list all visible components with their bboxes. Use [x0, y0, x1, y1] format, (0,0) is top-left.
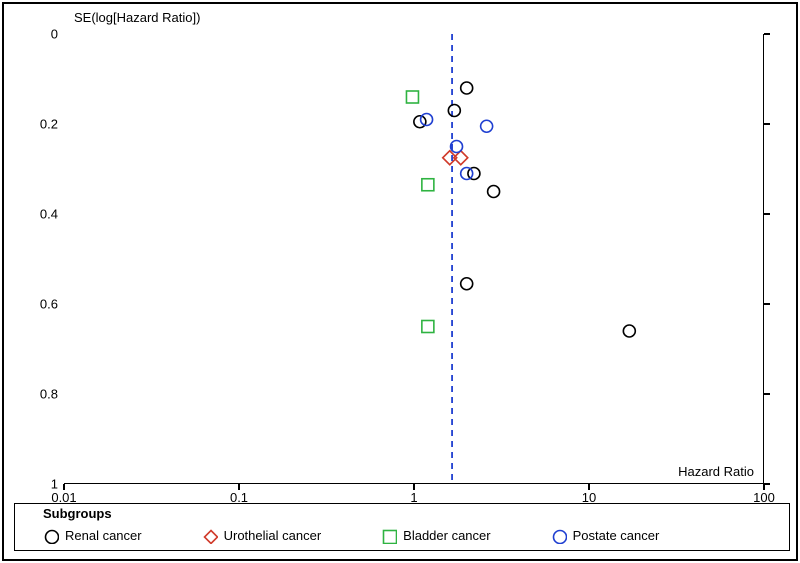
y-tick-mark [764, 483, 770, 485]
square-icon [381, 528, 397, 544]
y-tick-mark [764, 213, 770, 215]
legend-label: Renal cancer [65, 528, 142, 543]
x-tick-label: 100 [753, 490, 775, 505]
x-tick-label: 1 [410, 490, 417, 505]
circle-icon [43, 528, 59, 544]
y-tick-label: 0.2 [26, 117, 58, 132]
legend-row: Renal cancer Urothelial cancer Bladder can… [43, 523, 779, 548]
y-tick-mark [764, 123, 770, 125]
x-tick-label: 0.1 [230, 490, 248, 505]
series-renal-cancer [414, 82, 635, 337]
circle-icon [551, 528, 567, 544]
x-tick-label: 0.01 [51, 490, 76, 505]
diamond-icon [202, 528, 218, 544]
y-tick-mark [764, 303, 770, 305]
figure-border: SE(log[Hazard Ratio]) Hazard Ratio Subgr… [2, 2, 798, 561]
y-tick-mark [764, 33, 770, 35]
y-tick-label: 0.4 [26, 207, 58, 222]
y-tick-label: 0 [26, 27, 58, 42]
series-postate-cancer [421, 114, 493, 180]
legend-label: Postate cancer [573, 528, 660, 543]
legend: Subgroups Renal cancer Urothelial cancer B… [14, 503, 790, 551]
y-tick-label: 0.8 [26, 387, 58, 402]
legend-label: Urothelial cancer [224, 528, 322, 543]
x-axis-title: Hazard Ratio [678, 464, 754, 479]
legend-title: Subgroups [43, 506, 779, 521]
scatter-points-layer [64, 34, 764, 484]
y-tick-label: 0.6 [26, 297, 58, 312]
legend-label: Bladder cancer [403, 528, 490, 543]
figure-wrapper: SE(log[Hazard Ratio]) Hazard Ratio Subgr… [0, 0, 800, 563]
legend-item: Postate cancer [551, 528, 660, 544]
x-tick-label: 10 [582, 490, 596, 505]
y-axis-title: SE(log[Hazard Ratio]) [74, 10, 200, 25]
legend-item: Bladder cancer [381, 528, 490, 544]
y-tick-mark [764, 393, 770, 395]
legend-item: Urothelial cancer [202, 528, 322, 544]
plot-area [64, 34, 764, 484]
y-tick-label: 1 [26, 477, 58, 492]
legend-item: Renal cancer [43, 528, 142, 544]
